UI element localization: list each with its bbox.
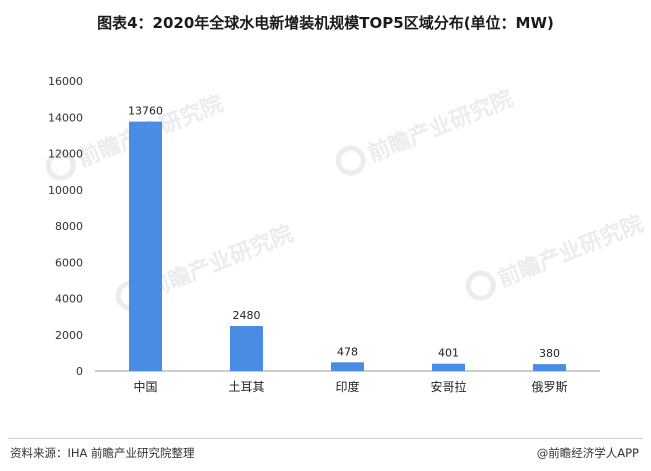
brand-credit: @前瞻经济学人APP <box>536 446 639 460</box>
x-tick-label: 土耳其 <box>228 380 264 394</box>
y-tick-label: 0 <box>76 365 83 378</box>
y-tick-label: 16000 <box>48 75 83 88</box>
bar <box>432 363 465 371</box>
x-tick-label: 俄罗斯 <box>531 380 567 394</box>
x-tick-label: 中国 <box>133 379 157 394</box>
data-label: 401 <box>438 347 459 360</box>
y-tick-label: 6000 <box>55 256 83 269</box>
data-label: 2480 <box>233 309 261 322</box>
bar <box>129 121 162 371</box>
chart-title: 图表4：2020年全球水电新增装机规模TOP5区域分布(单位：MW) <box>97 14 554 32</box>
source-note: 资料来源：IHA 前瞻产业研究院整理 <box>10 446 195 460</box>
data-label: 380 <box>539 347 560 360</box>
footer-divider <box>8 438 643 439</box>
data-label: 13760 <box>128 105 163 118</box>
x-tick-label: 印度 <box>335 379 359 394</box>
data-label: 478 <box>337 345 358 358</box>
y-tick-label: 4000 <box>55 293 83 306</box>
bar <box>230 326 263 371</box>
y-tick-label: 14000 <box>48 111 83 124</box>
y-tick-label: 10000 <box>48 184 83 197</box>
y-tick-label: 12000 <box>48 148 83 161</box>
bar <box>331 362 364 371</box>
y-tick-label: 8000 <box>55 220 83 233</box>
y-tick-label: 2000 <box>55 329 83 342</box>
x-tick-label: 安哥拉 <box>430 379 466 394</box>
bar <box>533 364 566 371</box>
